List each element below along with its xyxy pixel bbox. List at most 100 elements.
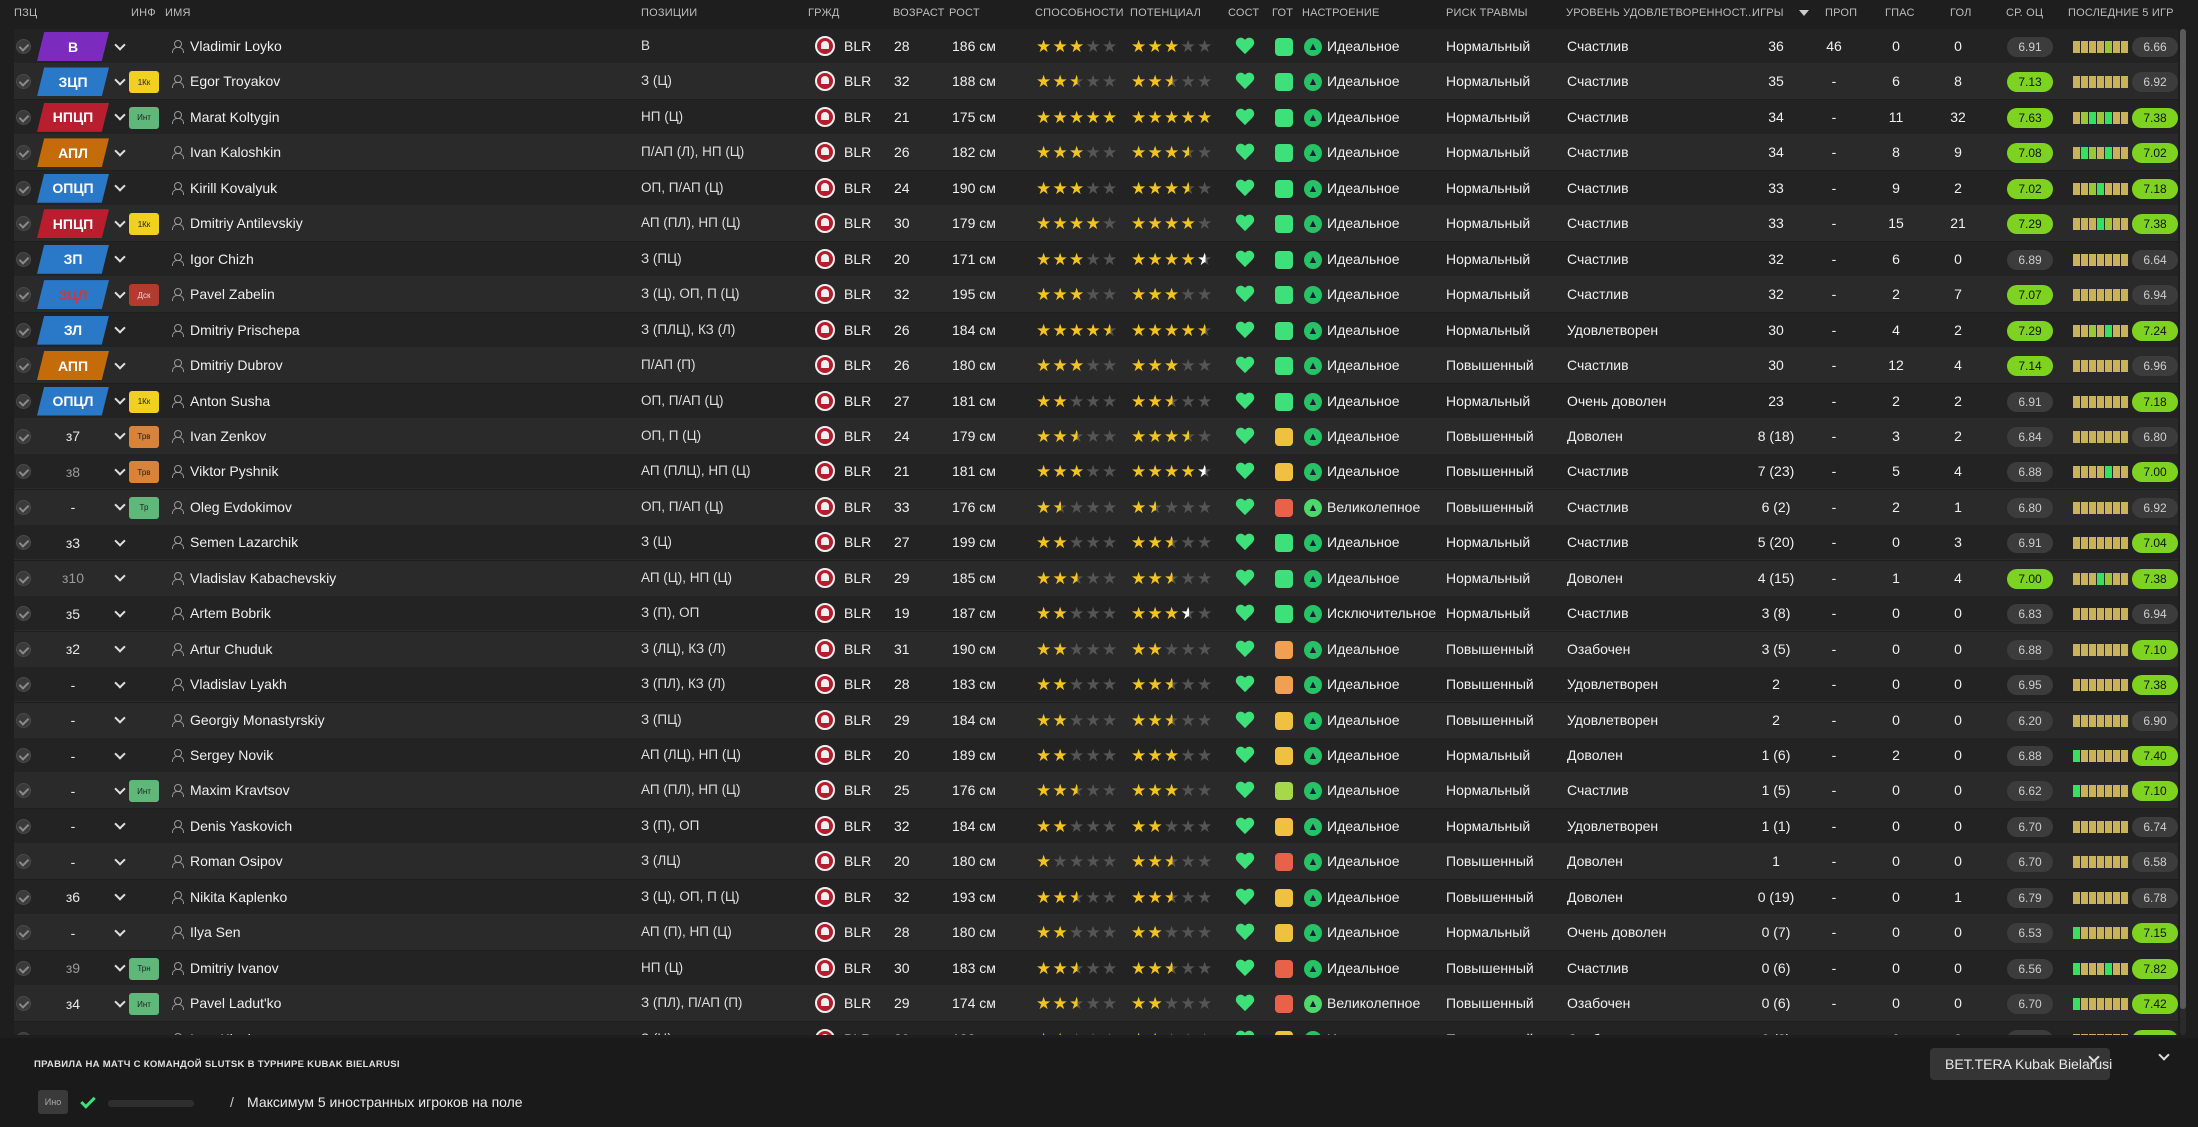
player-name[interactable]: Marat Koltygin	[190, 108, 280, 125]
col-age[interactable]: ВОЗРАСТ	[893, 7, 945, 19]
col-positions[interactable]: ПОЗИЦИИ	[641, 7, 698, 19]
position-selector[interactable]: з9	[37, 954, 127, 983]
select-checkbox[interactable]	[16, 535, 31, 551]
chevron-down-icon[interactable]	[109, 32, 131, 61]
chevron-down-icon[interactable]	[109, 954, 131, 983]
player-name[interactable]: Dmitriy Antilevskiy	[190, 215, 303, 232]
select-checkbox[interactable]	[16, 74, 31, 90]
player-name[interactable]: Artem Bobrik	[190, 605, 271, 622]
competition-select[interactable]: BET.TERA Kubak Bielarusi	[1930, 1048, 2112, 1080]
table-row[interactable]: - Ilya Sen АП (П), НП (Ц) BLR 28 180 см ★ ★ ★ ★ ★ ★…	[14, 915, 2178, 951]
table-row[interactable]: -Ivan KiselЗ (Ц)BLR29188 см★★★★★★★★★★▲Ид…	[14, 1021, 2178, 1035]
table-row[interactable]: з2 Artur Chuduk З (ЛЦ), КЗ (Л) BLR 31 190 см ★…	[14, 631, 2178, 667]
player-name[interactable]: Nikita Kaplenko	[190, 888, 288, 905]
player-name[interactable]: Maxim Kravtsov	[190, 782, 290, 799]
chevron-down-icon[interactable]	[109, 280, 131, 309]
player-name[interactable]: Vladislav Kabachevskiy	[190, 569, 337, 586]
table-row[interactable]: ЗЦП 1Кк Egor Troyakov З (Ц) BLR 32 188 см ★ ★ ★ ★ ★…	[14, 64, 2178, 100]
col-fit[interactable]: ГОТ	[1272, 7, 1294, 19]
player-name[interactable]: Viktor Pyshnik	[190, 463, 279, 480]
table-row[interactable]: з9 Трн Dmitriy Ivanov НП (Ц) BLR 30 183 см ★ ★ ★ ★…	[14, 950, 2178, 986]
position-selector[interactable]: -	[37, 812, 127, 841]
select-checkbox[interactable]	[16, 428, 31, 444]
position-selector[interactable]: з8	[37, 457, 127, 486]
select-checkbox[interactable]	[16, 180, 31, 196]
position-selector[interactable]: з4	[37, 989, 127, 1018]
select-checkbox[interactable]	[16, 960, 31, 976]
table-row[interactable]: В Vladimir Loyko В BLR 28 186 см ★ ★ ★ ★ ★ ★ ★ ★ ★ ★ ▲ Ид…	[14, 29, 2178, 64]
col-name[interactable]: ИМЯ	[165, 7, 191, 19]
chevron-down-icon[interactable]	[109, 741, 131, 770]
table-row[interactable]: з5 Artem Bobrik З (П), ОП BLR 19 187 см ★ ★ ★ ★ ★ ★…	[14, 596, 2178, 632]
scrollbar[interactable]	[2180, 29, 2186, 1035]
table-row[interactable]: ЗЛ Dmitriy Prischepa З (ПЛЦ), КЗ (Л) BLR 26 1…	[14, 312, 2178, 348]
player-name[interactable]: Ivan Kaloshkin	[190, 144, 282, 161]
player-name[interactable]: Oleg Evdokimov	[190, 498, 292, 515]
position-selector[interactable]: -	[37, 918, 127, 947]
table-row[interactable]: з10 Vladislav Kabachevskiy АП (Ц), НП (Ц) B…	[14, 560, 2178, 596]
position-selector[interactable]: -	[37, 706, 127, 735]
chevron-down-icon[interactable]	[109, 599, 131, 628]
chevron-down-icon[interactable]	[109, 635, 131, 664]
col-pa[interactable]: ПОТЕНЦИАЛ	[1130, 7, 1202, 19]
player-name[interactable]: Roman Osipov	[190, 853, 283, 870]
col-nat[interactable]: ГРЖД	[808, 7, 840, 19]
select-checkbox[interactable]	[16, 889, 31, 905]
position-selector[interactable]: -	[37, 670, 127, 699]
select-checkbox[interactable]	[16, 145, 31, 161]
player-name[interactable]: Egor Troyakov	[190, 73, 281, 90]
chevron-down-icon[interactable]	[109, 245, 131, 274]
sort-desc-icon[interactable]	[1799, 10, 1809, 16]
player-name[interactable]: Denis Yaskovich	[190, 817, 293, 834]
col-cond[interactable]: СОСТ	[1228, 7, 1260, 19]
select-checkbox[interactable]	[16, 818, 31, 834]
chevron-down-icon[interactable]	[109, 776, 131, 805]
table-row[interactable]: - Тр Oleg Evdokimov ОП, П/АП (Ц) BLR 33 176 см…	[14, 489, 2178, 525]
position-selector[interactable]: НПЦП	[37, 102, 127, 132]
table-row[interactable]: НПЦП 1Кк Dmitriy Antilevskiy АП (ПЛ), НП (Ц…	[14, 206, 2178, 242]
select-checkbox[interactable]	[16, 570, 31, 586]
col-height[interactable]: РОСТ	[949, 7, 980, 19]
col-gls[interactable]: ГОЛ	[1950, 7, 1972, 19]
position-selector[interactable]: НПЦП	[37, 209, 127, 239]
player-name[interactable]: Ivan Kisel	[190, 1031, 251, 1035]
select-checkbox[interactable]	[16, 109, 31, 125]
player-name[interactable]: Sergey Novik	[190, 747, 274, 763]
col-info[interactable]: ИНФ	[131, 7, 156, 19]
table-row[interactable]: ЗЦЛ Дск Pavel Zabelin З (Ц), ОП, П (Ц) BLR 32…	[14, 277, 2178, 313]
position-selector[interactable]: з7	[37, 422, 127, 451]
player-name[interactable]: Dmitriy Ivanov	[190, 959, 279, 976]
col-avg[interactable]: СР. ОЦ	[2006, 7, 2044, 19]
table-row[interactable]: НПЦП Инт Marat Koltygin НП (Ц) BLR 21 175 см ★ ★…	[14, 99, 2178, 135]
chevron-down-icon[interactable]	[109, 564, 131, 593]
player-name[interactable]: Artur Chuduk	[190, 640, 273, 657]
position-selector[interactable]: ЗЛ	[37, 315, 127, 345]
col-risk[interactable]: РИСК ТРАВМЫ	[1446, 7, 1528, 19]
position-selector[interactable]: з3	[37, 528, 127, 557]
chevron-down-icon[interactable]	[109, 138, 131, 167]
player-name[interactable]: Dmitriy Dubrov	[190, 357, 283, 374]
table-row[interactable]: з8 Трв Viktor Pyshnik АП (ПЛЦ), НП (Ц) BLR 21…	[14, 454, 2178, 490]
chevron-down-icon[interactable]	[109, 422, 131, 451]
chevron-down-icon[interactable]	[109, 1025, 131, 1035]
position-selector[interactable]: ЗЦП	[37, 67, 127, 97]
player-name[interactable]: Georgiy Monastyrskiy	[190, 711, 325, 728]
player-name[interactable]: Vladislav Lyakh	[190, 676, 287, 693]
col-apps[interactable]: ИГРЫ	[1752, 7, 1784, 19]
table-row[interactable]: з3 Semen Lazarchik З (Ц) BLR 27 199 см ★ ★ ★ ★ ★ ★ ★…	[14, 525, 2178, 561]
col-morale[interactable]: НАСТРОЕНИЕ	[1302, 7, 1380, 19]
position-selector[interactable]: з6	[37, 883, 127, 912]
position-selector[interactable]: В	[37, 32, 127, 61]
player-name[interactable]: Pavel Zabelin	[190, 286, 275, 303]
chevron-down-icon[interactable]	[109, 209, 131, 238]
position-selector[interactable]: -	[37, 847, 127, 876]
table-row[interactable]: ОПЦЛ 1Кк Anton Susha ОП, П/АП (Ц) BLR 27 181 с…	[14, 383, 2178, 419]
position-selector[interactable]: АПЛ	[37, 138, 127, 168]
chevron-down-icon[interactable]	[109, 670, 131, 699]
chevron-down-icon[interactable]	[109, 493, 131, 522]
col-last5[interactable]: ПОСЛЕДНИЕ 5 ИГР	[2068, 7, 2174, 19]
table-row[interactable]: АПП Dmitriy Dubrov П/АП (П) BLR 26 180 см ★ ★ ★ ★…	[14, 348, 2178, 384]
player-name[interactable]: Semen Lazarchik	[190, 534, 299, 551]
chevron-down-icon[interactable]	[109, 387, 131, 416]
player-name[interactable]: Ivan Zenkov	[190, 427, 267, 444]
